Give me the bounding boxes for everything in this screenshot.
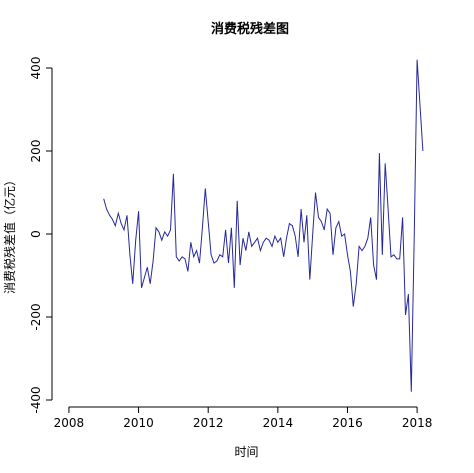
x-axis-title: 时间 — [234, 445, 258, 459]
y-axis-title: 消费税残差值（亿元） — [2, 174, 17, 294]
x-tick-label: 2016 — [332, 416, 363, 430]
y-tick-label: -200 — [29, 303, 43, 330]
y-tick-label: 0 — [29, 230, 43, 238]
chart-title: 消费税残差图 — [211, 21, 289, 37]
x-tick-label: 2010 — [123, 416, 154, 430]
x-tick-label: 2018 — [402, 416, 433, 430]
x-tick-label: 2008 — [54, 416, 85, 430]
residual-series-line — [103, 59, 424, 392]
y-tick-label: 400 — [29, 57, 43, 80]
y-tick-label: -400 — [29, 386, 43, 413]
x-tick-label: 2014 — [263, 416, 294, 430]
y-axis-ticks: -400 -200 0 200 400 — [29, 57, 52, 414]
y-tick-label: 200 — [29, 140, 43, 163]
x-tick-label: 2012 — [193, 416, 224, 430]
x-axis-ticks: 2008 2010 2012 2014 2016 2018 — [54, 407, 433, 430]
